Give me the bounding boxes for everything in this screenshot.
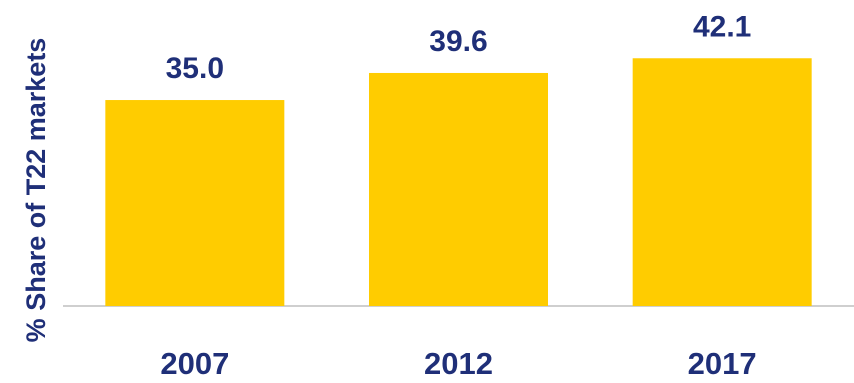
bar-2017 — [632, 58, 812, 306]
data-label-2007: 35.0 — [166, 52, 224, 85]
y-axis-label: % Share of T22 markets — [21, 38, 51, 343]
x-tick-labels: 2007 2012 2017 — [160, 346, 756, 381]
data-label-2012: 39.6 — [429, 25, 487, 58]
data-label-2017: 42.1 — [693, 10, 751, 43]
bar-2007 — [105, 100, 285, 307]
bar-2012 — [369, 72, 548, 306]
bars — [105, 58, 812, 307]
x-tick-label-2007: 2007 — [160, 346, 229, 381]
x-tick-label-2017: 2017 — [688, 346, 757, 381]
x-tick-label-2012: 2012 — [424, 346, 493, 381]
data-labels: 35.0 39.6 42.1 — [166, 10, 752, 85]
